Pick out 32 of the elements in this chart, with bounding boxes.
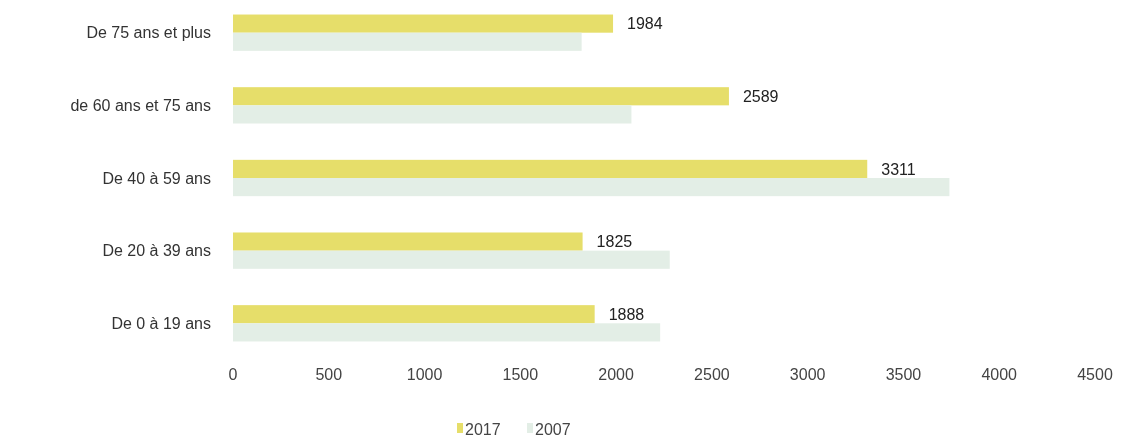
x-tick-label: 4500 <box>1077 365 1113 383</box>
bar <box>233 159 868 178</box>
x-tick-label: 2000 <box>598 365 635 383</box>
y-tick-label: de 60 ans et 75 ans <box>70 96 211 114</box>
bar <box>233 14 614 33</box>
bar <box>233 232 583 251</box>
bar <box>233 87 729 106</box>
x-tick-label: 0 <box>228 365 238 383</box>
bar <box>233 323 661 342</box>
bar <box>233 250 670 269</box>
y-tick-label: De 75 ans et plus <box>86 24 211 42</box>
data-label: 1984 <box>627 15 663 33</box>
bar <box>233 178 950 197</box>
y-tick-label: De 0 à 19 ans <box>111 314 211 332</box>
bar <box>233 32 582 51</box>
x-tick-label: 1000 <box>406 365 443 383</box>
x-tick-label: 1500 <box>502 365 539 383</box>
legend-label: 2017 <box>465 420 501 438</box>
x-tick-label: 3000 <box>789 365 826 383</box>
data-label: 2589 <box>742 87 779 105</box>
data-label: 3311 <box>881 160 916 178</box>
x-tick-label: 500 <box>315 365 343 383</box>
data-label: 1825 <box>596 233 633 251</box>
bar <box>233 105 632 124</box>
legend-label: 2007 <box>535 420 571 438</box>
y-tick-label: De 20 à 39 ans <box>102 242 211 260</box>
data-label: 1888 <box>608 305 645 323</box>
x-tick-label: 4000 <box>981 365 1018 383</box>
bar <box>233 305 595 324</box>
x-tick-label: 3500 <box>885 365 922 383</box>
x-tick-label: 2500 <box>694 365 730 383</box>
y-tick-label: De 40 à 59 ans <box>102 169 211 187</box>
